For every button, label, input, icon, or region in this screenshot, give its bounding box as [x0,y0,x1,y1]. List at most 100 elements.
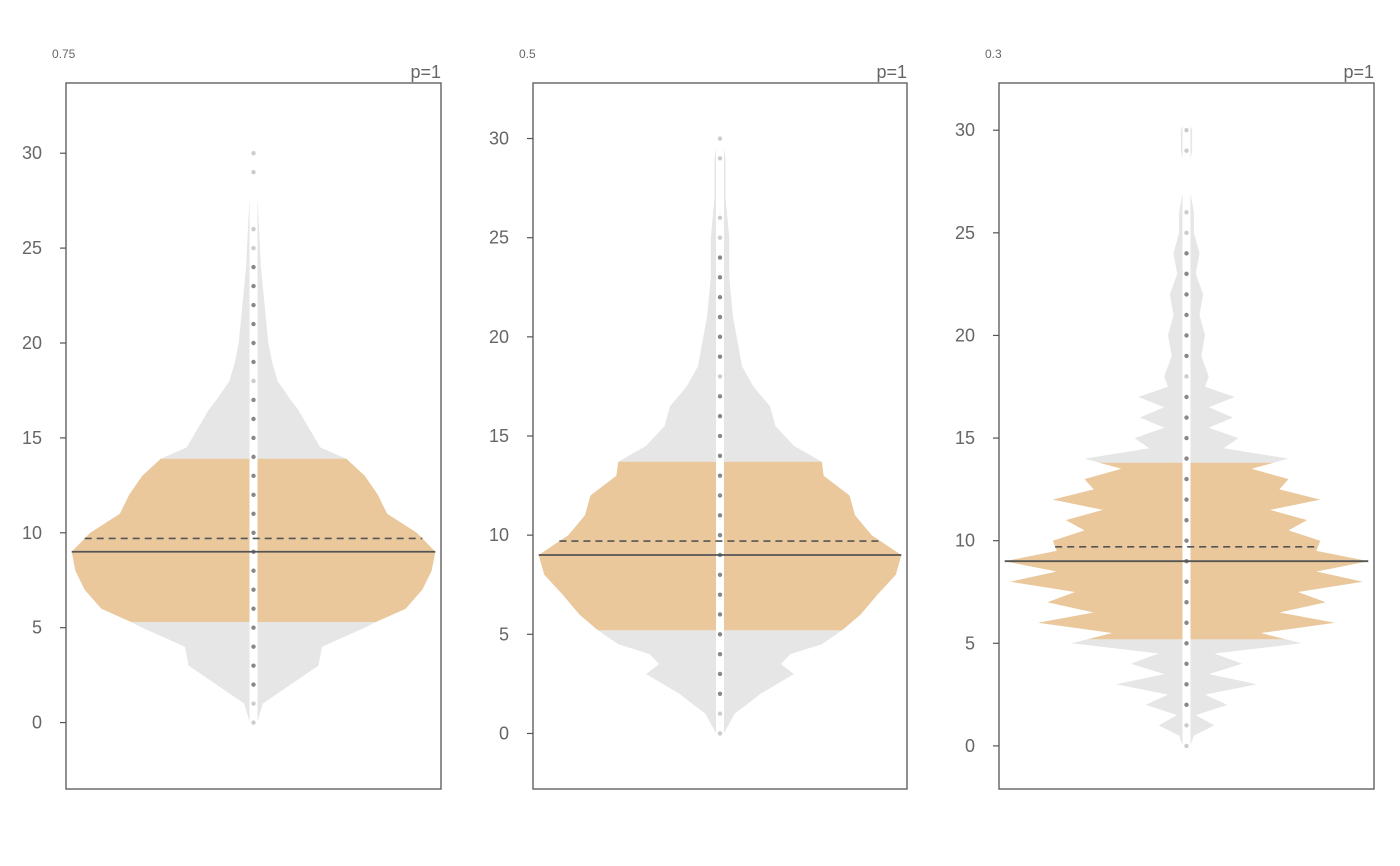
data-dot [717,294,723,300]
data-dot [717,513,723,518]
data-dot [1184,230,1189,236]
data-dot [251,720,256,725]
data-dot [251,340,256,346]
data-dot [1184,435,1189,441]
data-dot [251,701,256,706]
data-dot [1184,415,1189,420]
data-dot [717,691,723,697]
data-dot [1184,702,1189,708]
y-tick-label: 25 [22,238,42,258]
data-dot [251,169,256,175]
violin-panel-2: 0 5 10 15 20 25 30 0.5 p=1 [489,47,908,790]
data-dot [251,454,256,460]
data-dot [251,511,256,517]
data-dot [1184,394,1189,400]
data-dot [717,453,723,459]
panel-frame [998,82,1375,790]
data-dot [1184,128,1189,133]
data-dot [717,671,723,677]
data-dot [717,156,723,161]
data-dot [251,663,256,668]
data-dot [1184,517,1189,523]
y-tick-label: 5 [965,633,975,653]
y-tick-label: 10 [489,525,509,545]
y-tick-label: 15 [489,426,509,446]
data-dot [717,235,723,240]
panel-frame [65,82,442,790]
data-dot [1184,579,1189,584]
data-dot [717,136,723,141]
y-tick-label: 30 [955,120,975,140]
data-dot [251,264,256,270]
data-dot [251,378,256,384]
data-dot [717,493,723,498]
data-dot [251,416,256,422]
y-tick-label: 0 [32,713,42,733]
data-dot [251,587,256,592]
data-dot [251,625,256,630]
data-dot [251,568,256,573]
data-dot [717,215,723,221]
data-dot [1184,641,1189,646]
data-dot [1184,682,1189,687]
data-dot [1184,148,1189,153]
data-dot [251,283,256,289]
y-tick-label: 0 [965,736,975,756]
data-dot [251,530,256,535]
y-tick-label: 15 [22,428,42,448]
pvalue-label: p=1 [876,62,907,82]
data-dot [1184,600,1189,605]
data-dot [251,226,256,232]
data-dot [1184,456,1189,461]
data-dot [717,354,723,359]
y-tick-label: 30 [489,129,509,149]
data-dot [717,473,723,478]
data-dot [717,433,723,439]
y-tick-label: 20 [22,333,42,353]
data-dot [1184,743,1189,749]
bandwidth-label: 0.75 [52,47,76,61]
data-dot [251,245,256,251]
y-tick-label: 25 [955,223,975,243]
data-dot [1184,312,1189,318]
data-dot [717,651,723,657]
y-tick-label: 10 [22,523,42,543]
y-tick-label: 25 [489,228,509,248]
data-dot [717,334,723,340]
data-dot [717,572,723,578]
data-dot [717,314,723,320]
data-dot [1184,661,1189,667]
data-dot [717,255,723,260]
violin-panel-1: 0 5 10 15 20 25 30 0.75 p=1 [22,47,442,790]
data-dot [1184,210,1189,215]
y-tick-label: 5 [32,618,42,638]
y-tick-label: 5 [499,624,509,644]
data-dot [717,374,723,379]
data-dot [717,275,723,280]
data-dot [251,435,256,441]
y-tick-label: 0 [499,723,509,743]
bandwidth-label: 0.5 [519,47,536,61]
data-dot [251,492,256,498]
data-dot [1184,723,1189,728]
data-dot [251,606,256,611]
data-dot [717,731,723,736]
y-tick-label: 20 [489,327,509,347]
data-dot [717,532,723,538]
y-tick-label: 10 [955,531,975,551]
data-dot [717,394,723,399]
pvalue-label: p=1 [410,62,441,82]
data-dot [251,151,256,156]
data-dot [251,302,256,308]
bandwidth-label: 0.3 [985,47,1002,61]
data-dot [1184,538,1189,543]
data-dot [251,682,256,687]
violin-panel-3: 0 5 10 15 20 25 30 0.3 p=1 [955,47,1375,790]
data-dot [251,321,256,327]
data-dot [1184,292,1189,297]
data-dot [717,711,723,716]
pvalue-label: p=1 [1343,62,1374,82]
data-dot [1184,333,1189,338]
y-tick-label: 30 [22,143,42,163]
